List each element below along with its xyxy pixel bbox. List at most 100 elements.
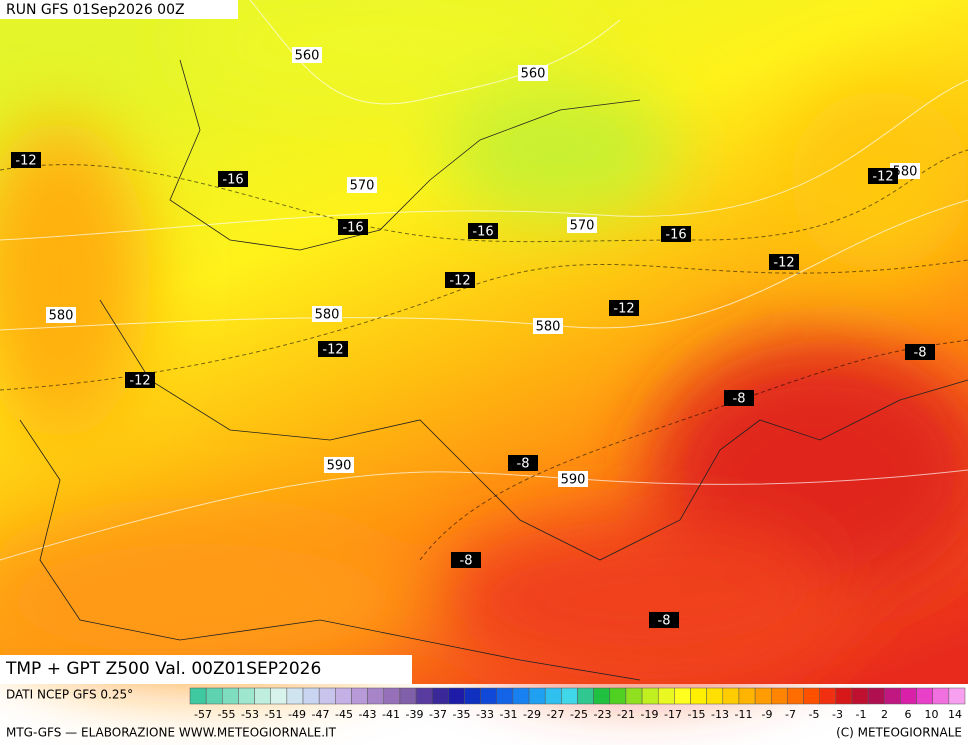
height-label-box xyxy=(46,307,76,323)
colorbar-label: -31 xyxy=(500,708,518,721)
temp-label-box xyxy=(11,152,41,168)
colorbar-swatch xyxy=(932,687,950,705)
colorbar-label: -7 xyxy=(785,708,796,721)
colorbar-swatch xyxy=(835,687,853,705)
colorbar-swatch xyxy=(480,687,498,705)
colorbar-label: -29 xyxy=(523,708,541,721)
colorbar-label: 10 xyxy=(925,708,939,721)
colorbar-swatch xyxy=(383,687,401,705)
height-label: 580 xyxy=(536,320,561,335)
colorbar-swatch xyxy=(318,687,336,705)
footer-left: MTG-GFS — ELABORAZIONE WWW.METEOGIORNALE… xyxy=(6,726,337,740)
temp-label-box xyxy=(769,254,799,270)
temp-label-box xyxy=(338,219,368,235)
colorbar-swatch xyxy=(674,687,691,705)
colorbar-label: -21 xyxy=(617,708,635,721)
height-label-box xyxy=(567,217,597,233)
temp-label: -16 xyxy=(472,225,493,240)
colorbar-swatch xyxy=(431,687,449,705)
colorbar-swatch xyxy=(335,687,352,705)
height-label: 570 xyxy=(570,219,595,234)
colorbar-label: -9 xyxy=(762,708,773,721)
colorbar-swatch xyxy=(189,687,207,705)
colorbar-swatch xyxy=(528,687,546,705)
title-box xyxy=(0,655,412,684)
height-label-box xyxy=(347,177,377,193)
colorbar-label: -55 xyxy=(218,708,236,721)
colorbar-swatch xyxy=(609,687,627,705)
temp-label: -16 xyxy=(342,221,363,236)
colorbar-swatch xyxy=(657,687,675,705)
colorbar-swatch xyxy=(367,687,384,705)
colorbar-swatch xyxy=(867,687,885,705)
colorbar-swatch xyxy=(464,687,481,705)
temp-label: -16 xyxy=(222,173,243,188)
colorbar-swatch xyxy=(641,687,659,705)
colorbar-swatch xyxy=(900,687,917,705)
temp-label-box xyxy=(868,168,898,184)
temp-label: -12 xyxy=(872,170,893,185)
colorbar-swatch xyxy=(254,687,271,705)
height-label-box xyxy=(533,318,563,334)
height-label: 560 xyxy=(295,49,320,64)
height-label: 580 xyxy=(893,165,918,180)
colorbar-swatch xyxy=(754,687,772,705)
colorbar-label: -23 xyxy=(594,708,612,721)
run-box xyxy=(0,0,238,19)
footer-right: (C) METEOGIORNALE xyxy=(836,726,962,740)
temp-label-box xyxy=(468,223,498,239)
colorbar-swatch xyxy=(916,687,933,705)
colorbar-label: -53 xyxy=(241,708,259,721)
colorbar-swatch xyxy=(286,687,304,705)
colorbar-label: -43 xyxy=(359,708,377,721)
colorbar-swatch xyxy=(512,687,530,705)
colorbar-label: -1 xyxy=(856,708,867,721)
colorbar-swatch xyxy=(544,687,562,705)
colorbar-swatch xyxy=(738,687,756,705)
colorbar-label: -17 xyxy=(664,708,682,721)
colorbar-label: -13 xyxy=(711,708,729,721)
colorbar-swatch xyxy=(448,687,465,705)
temp-label-box xyxy=(609,300,639,316)
temp-label-box xyxy=(318,341,348,357)
temp-label: -12 xyxy=(15,154,36,169)
height-label-box xyxy=(312,306,342,322)
colorbar-label: -3 xyxy=(832,708,843,721)
temperature-contours xyxy=(0,149,968,561)
colorbar-swatch xyxy=(399,687,417,705)
height-label: 560 xyxy=(521,67,546,82)
coastlines xyxy=(19,59,968,681)
colorbar-swatch xyxy=(302,687,320,705)
temp-label: -12 xyxy=(449,274,470,289)
colorbar-label: 6 xyxy=(905,708,912,721)
temp-label: -16 xyxy=(665,228,686,243)
colorbar-swatch xyxy=(270,687,288,705)
temp-label: -8 xyxy=(658,614,671,629)
colorbar-swatch xyxy=(205,687,223,705)
colorbar-label: -11 xyxy=(735,708,753,721)
temp-label-box xyxy=(661,226,691,242)
source-label: DATI NCEP GFS 0.25° xyxy=(6,688,133,702)
temp-label: -8 xyxy=(914,346,927,361)
colorbar-swatch xyxy=(884,687,901,705)
colorbar-label: 14 xyxy=(948,708,962,721)
temp-label: -8 xyxy=(460,554,473,569)
colorbar-swatch xyxy=(722,687,740,705)
height-label: 590 xyxy=(327,459,352,474)
colorbar-label: -27 xyxy=(547,708,565,721)
temp-label-box xyxy=(724,390,754,406)
height-label-box xyxy=(324,457,354,473)
colorbar-swatch xyxy=(577,687,594,705)
colorbar-swatch xyxy=(948,687,966,705)
colorbar-label: -51 xyxy=(265,708,283,721)
colorbar-label: -35 xyxy=(453,708,471,721)
temp-label-box xyxy=(218,171,248,187)
height-label: 580 xyxy=(315,308,340,323)
temp-label: -12 xyxy=(322,343,343,358)
colorbar-swatch xyxy=(706,687,724,705)
colorbar-swatch xyxy=(690,687,707,705)
height-label-box xyxy=(292,47,322,63)
temp-label-box xyxy=(508,455,538,471)
temp-label-box xyxy=(445,272,475,288)
